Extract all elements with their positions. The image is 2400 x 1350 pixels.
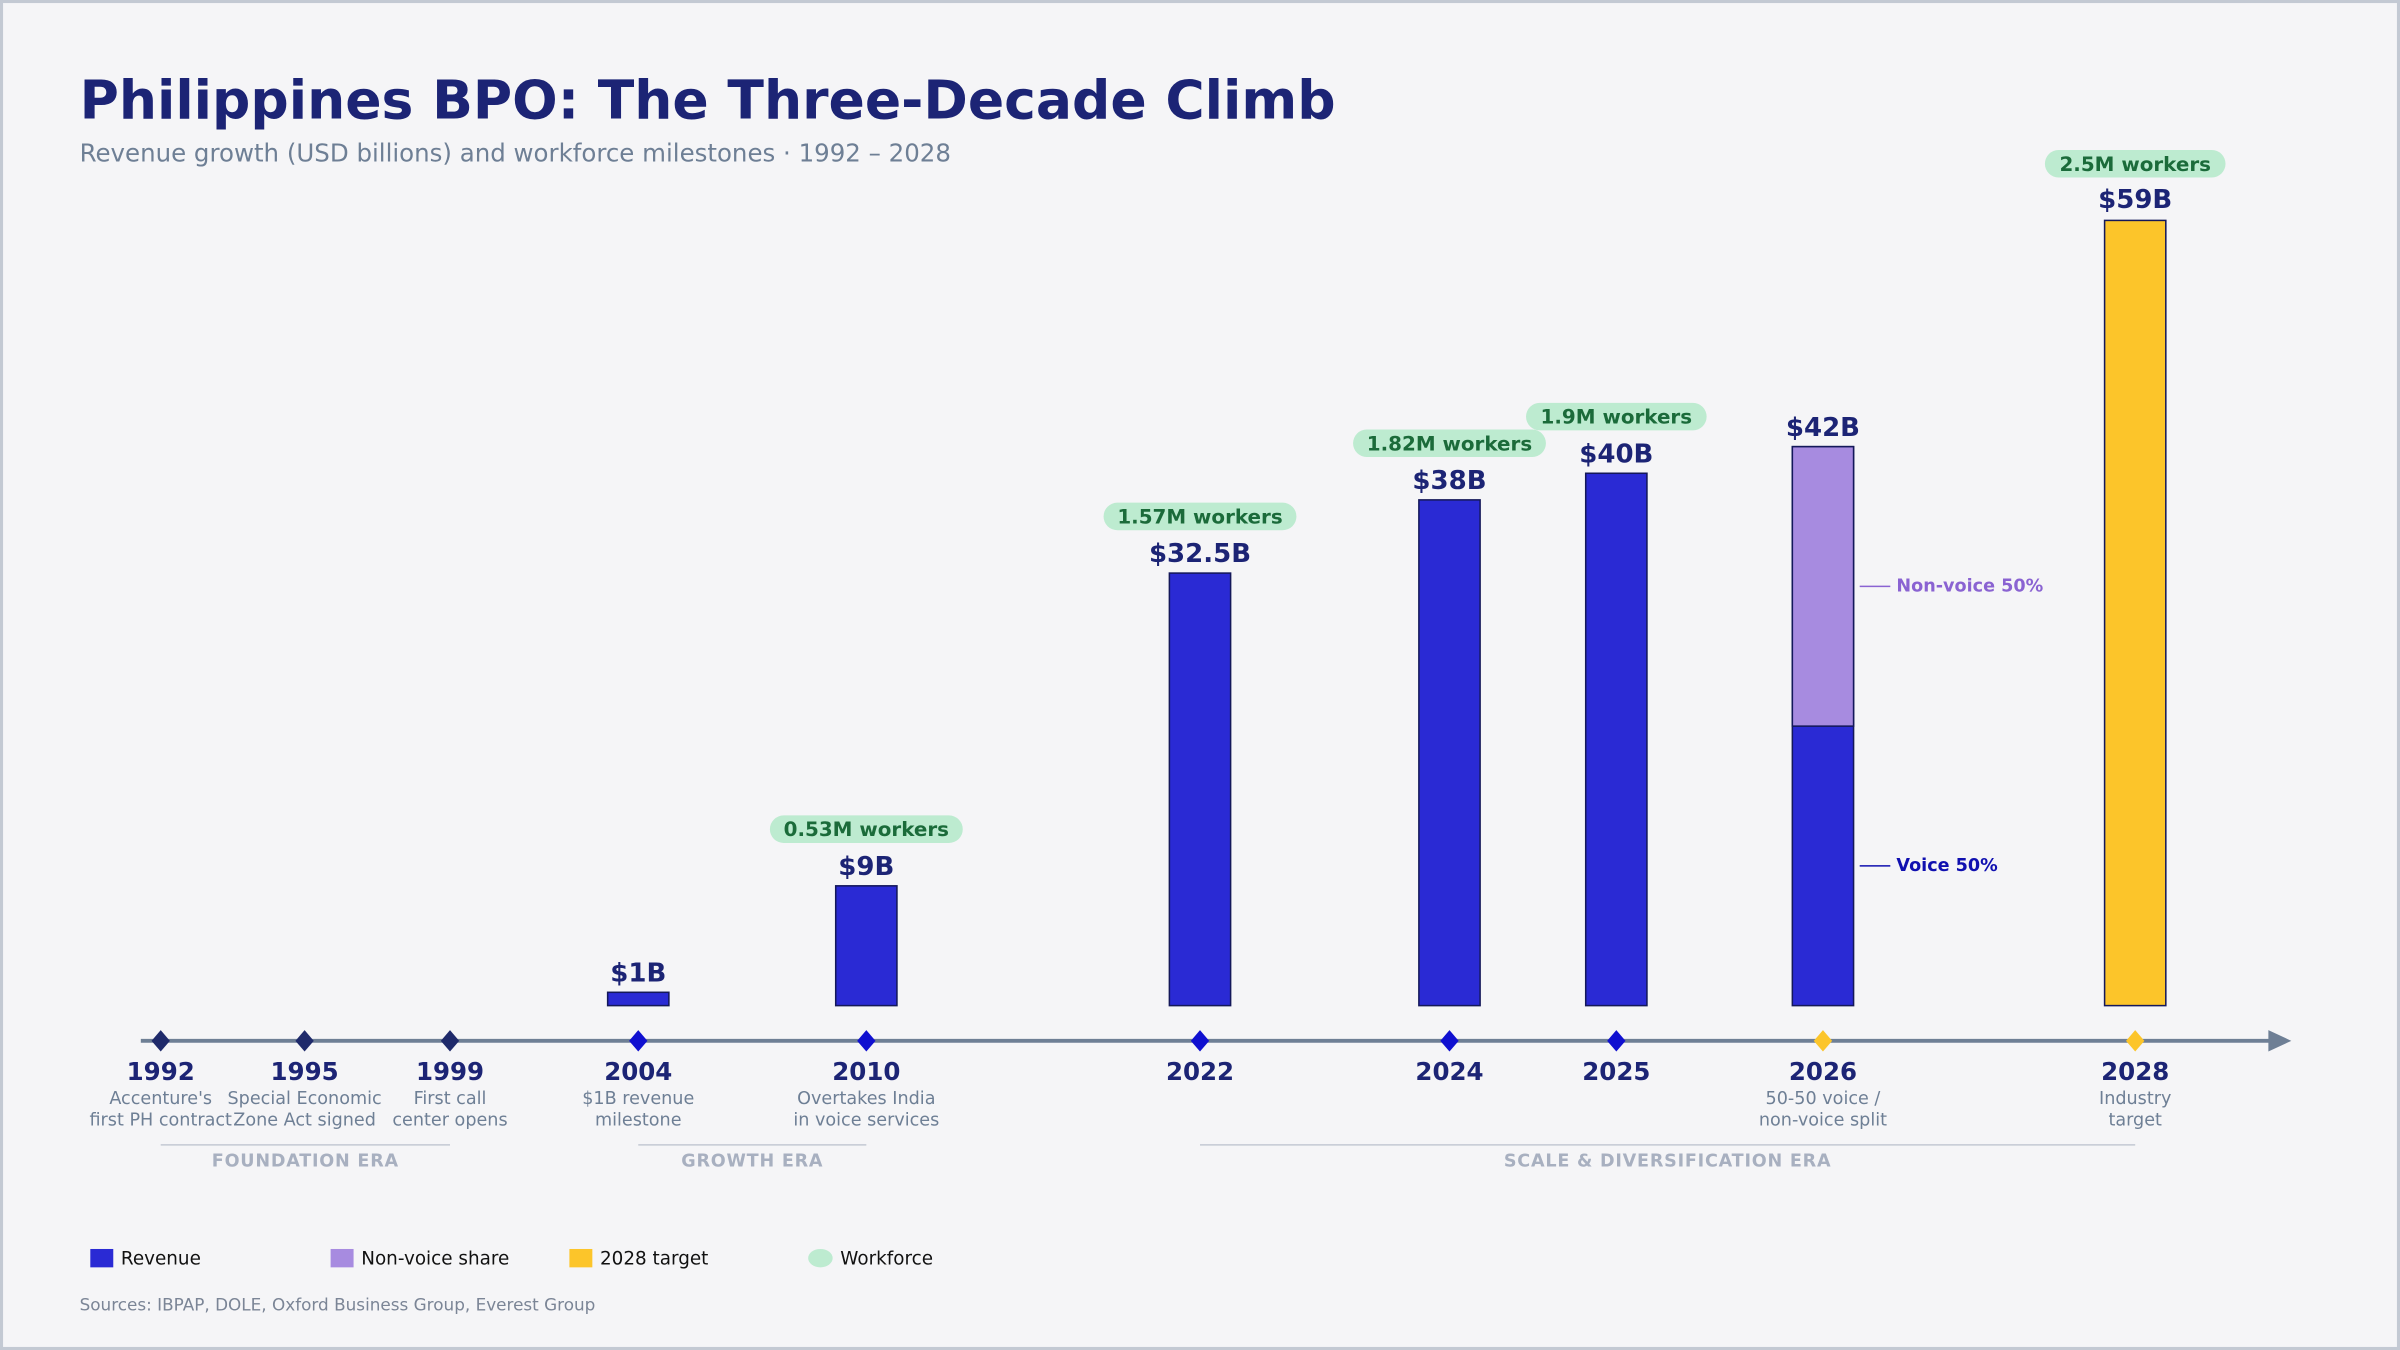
timeline-marker	[151, 1030, 170, 1052]
timeline-marker	[440, 1030, 460, 1052]
value-label: $38B	[1412, 466, 1486, 496]
value-label: $42B	[1786, 413, 1860, 443]
timeline-marker	[857, 1030, 876, 1052]
year-label: 1992	[127, 1057, 195, 1086]
value-label: $1B	[610, 958, 666, 988]
milestone-note: Zone Act signed	[233, 1110, 376, 1130]
timeline-marker	[1440, 1030, 1459, 1052]
split-label: Non-voice 50%	[1896, 576, 2043, 596]
timeline-marker	[2126, 1030, 2145, 1052]
milestone-note: first PH contract	[89, 1110, 232, 1130]
legend-label: Revenue	[121, 1249, 201, 1270]
bar	[1584, 472, 1648, 1007]
workforce-pill	[769, 815, 963, 843]
legend-swatch	[808, 1248, 833, 1268]
target-bar	[2103, 219, 2167, 1007]
source-note: Sources: IBPAP, DOLE, Oxford Business Gr…	[80, 1295, 596, 1315]
year-label: 1999	[416, 1057, 484, 1086]
value-label: $59B	[2098, 185, 2172, 215]
era-label: FOUNDATION ERA	[212, 1152, 399, 1172]
workforce-pill	[1526, 402, 1707, 431]
chart-subtitle: Revenue growth (USD billions) and workfo…	[80, 139, 951, 168]
milestone-note: center opens	[392, 1110, 507, 1130]
milestone-note: 50-50 voice /	[1766, 1089, 1881, 1109]
split-label: Voice 50%	[1896, 856, 1998, 876]
milestone-note: Special Economic	[228, 1089, 382, 1109]
legend-swatch	[569, 1248, 593, 1268]
workforce-label: 1.57M workers	[1117, 505, 1282, 528]
milestone-note: Overtakes India	[797, 1089, 935, 1109]
workforce-pill	[1353, 429, 1546, 458]
year-label: 2004	[604, 1057, 672, 1086]
bar	[1168, 572, 1232, 1007]
legend-label: Non-voice share	[361, 1249, 509, 1270]
chart-title: Philippines BPO: The Three-Decade Climb	[80, 69, 1336, 132]
timeline-marker	[1190, 1030, 1210, 1052]
year-label: 2024	[1415, 1057, 1483, 1086]
milestone-note: $1B revenue	[582, 1089, 694, 1109]
milestone-note: milestone	[595, 1110, 682, 1130]
bar-segment	[1791, 445, 1855, 727]
workforce-pill	[2044, 150, 2226, 178]
legend-label: 2028 target	[600, 1249, 708, 1270]
workforce-label: 0.53M workers	[784, 818, 949, 841]
bar	[606, 991, 670, 1007]
legend-label: Workforce	[840, 1249, 933, 1270]
year-label: 2026	[1789, 1057, 1857, 1086]
year-label: 2025	[1582, 1057, 1650, 1086]
milestone-note: Accenture's	[109, 1089, 212, 1109]
era-label: GROWTH ERA	[681, 1152, 823, 1172]
workforce-label: 2.5M workers	[2059, 153, 2211, 176]
year-label: 1995	[271, 1057, 339, 1086]
milestone-note: non-voice split	[1759, 1110, 1887, 1130]
workforce-label: 1.82M workers	[1367, 432, 1532, 455]
value-label: $32.5B	[1149, 539, 1251, 569]
bar	[1418, 499, 1481, 1007]
timeline-marker	[1813, 1030, 1833, 1052]
year-label: 2010	[832, 1057, 900, 1086]
milestone-note: First call	[414, 1089, 487, 1109]
timeline-marker	[1607, 1030, 1626, 1052]
milestone-note: in voice services	[793, 1110, 939, 1130]
milestone-note: Industry	[2099, 1089, 2171, 1109]
value-label: $40B	[1579, 439, 1653, 469]
year-label: 2022	[1166, 1057, 1234, 1086]
milestone-note: target	[2108, 1110, 2162, 1130]
bar	[834, 885, 898, 1007]
year-label: 2028	[2101, 1057, 2169, 1086]
legend-swatch	[330, 1248, 354, 1268]
legend-swatch	[90, 1248, 114, 1268]
timeline-marker	[629, 1030, 648, 1052]
timeline-arrow	[2268, 1030, 2292, 1052]
era-label: SCALE & DIVERSIFICATION ERA	[1504, 1152, 1832, 1172]
workforce-pill	[1103, 502, 1297, 531]
workforce-label: 1.9M workers	[1541, 406, 1693, 429]
value-label: $9B	[838, 852, 894, 882]
